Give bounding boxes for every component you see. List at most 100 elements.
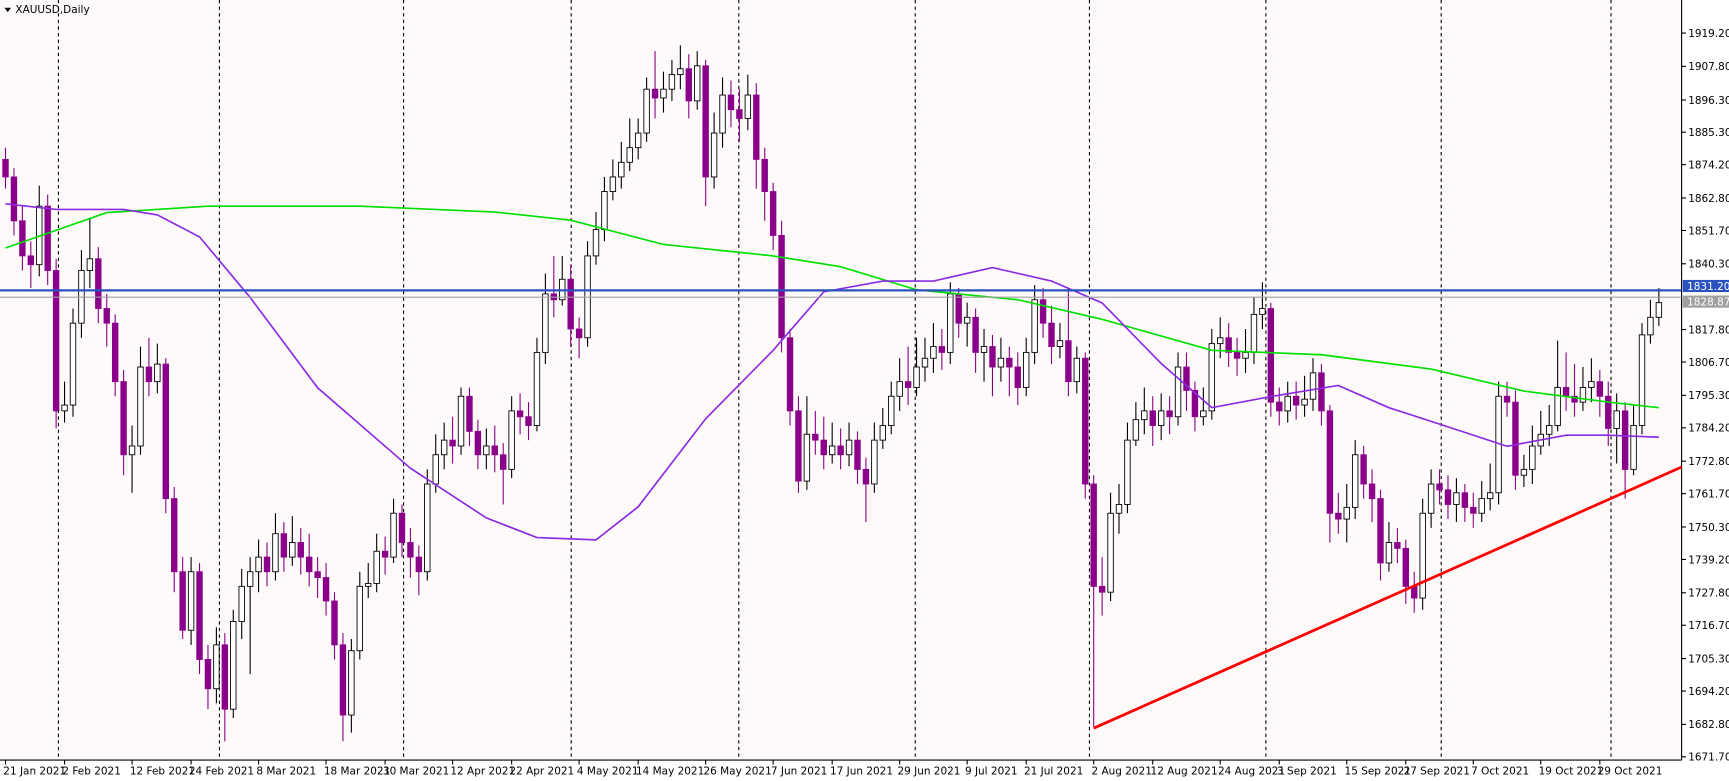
candle-body (1242, 351, 1249, 359)
candle-body (238, 585, 245, 622)
candle-body (972, 316, 979, 353)
candle-body (1377, 498, 1384, 564)
candle-body (727, 94, 735, 111)
candle-body (812, 433, 819, 441)
candle-body (997, 357, 1005, 368)
y-tick-label: 1784.20 (1688, 423, 1729, 435)
candle-body (204, 659, 212, 690)
candle-body (1647, 316, 1654, 336)
candle-body (626, 147, 633, 163)
candle-body (1351, 454, 1359, 508)
y-tick-label: 1694.20 (1688, 686, 1729, 698)
candle-body (69, 322, 77, 406)
candle-body (1655, 302, 1663, 318)
candle-body (111, 322, 119, 383)
candle-body (618, 161, 625, 178)
candle-body (1217, 337, 1224, 345)
candle-body (1562, 387, 1570, 397)
candle-body (1292, 395, 1300, 406)
x-tick-label: 26 May 2021 (703, 765, 771, 777)
candle-body (1149, 410, 1156, 426)
candle-body (516, 410, 524, 418)
candle-body (1200, 410, 1207, 418)
candle-body (187, 571, 195, 631)
candle-body (263, 556, 271, 573)
candle-body (1208, 343, 1215, 412)
candle-body (1048, 322, 1055, 347)
candle-body (1427, 483, 1435, 514)
plot-area (0, 0, 1682, 760)
candle-body (1621, 410, 1629, 470)
candle-body (862, 468, 870, 485)
candle-body (1368, 483, 1376, 500)
candle-body (879, 425, 887, 441)
x-tick-label: 7 Jun 2021 (771, 765, 827, 777)
candle-body (407, 542, 414, 558)
candle-body (246, 571, 254, 587)
candle-body (761, 158, 768, 192)
price-label-box (1682, 279, 1729, 293)
y-tick-label: 1907.80 (1688, 61, 1729, 73)
y-tick-label: 1817.80 (1688, 324, 1729, 336)
candle-body (457, 395, 465, 447)
candle-body (601, 191, 608, 231)
candle-body (744, 94, 752, 119)
candle-body (1630, 425, 1637, 470)
x-tick-label: 12 Aug 2021 (1151, 765, 1218, 777)
candle-body (1301, 398, 1308, 406)
x-tick-label: 12 Apr 2021 (450, 765, 515, 777)
candle-body (1124, 439, 1131, 505)
candle-body (415, 556, 423, 573)
candle-body (52, 270, 60, 412)
candle-body (1098, 585, 1106, 593)
candle-body (634, 132, 642, 149)
y-tick-label: 1716.70 (1688, 620, 1729, 632)
menu-triangle[interactable] (4, 7, 12, 13)
candle-body (1082, 357, 1089, 485)
y-tick-label: 1739.20 (1688, 554, 1729, 566)
candle-body (660, 88, 667, 99)
x-tick-label: 27 Sep 2021 (1404, 765, 1470, 777)
candle-body (1436, 483, 1443, 491)
indicator-line (5, 203, 1659, 541)
x-tick-label: 4 May 2021 (577, 765, 639, 777)
candle-body (1394, 542, 1401, 549)
candle-body (542, 293, 549, 353)
candle-body (947, 293, 954, 353)
candle-body (1335, 512, 1342, 520)
candle-body (381, 550, 389, 558)
candle-body (1039, 299, 1047, 324)
candle-body (1613, 410, 1620, 429)
candle-body (10, 176, 18, 222)
candle-body (1276, 401, 1283, 412)
candle-body (1166, 410, 1173, 418)
candle-body (1250, 313, 1258, 353)
candle-body (1073, 357, 1081, 383)
candle-body (1453, 492, 1460, 505)
y-tick-label: 1761.70 (1688, 489, 1729, 501)
candle-body (963, 316, 971, 324)
candle-body (753, 94, 760, 160)
candle-body (1267, 308, 1275, 403)
candle-body (339, 644, 347, 716)
price-label: 1828.87 (1687, 296, 1729, 308)
candle-body (1419, 512, 1426, 599)
x-tick-label: 15 Sep 2021 (1345, 765, 1411, 777)
candle-body (280, 533, 288, 558)
candle-body (921, 357, 929, 368)
candle-body (154, 363, 161, 383)
x-tick-label: 8 Mar 2021 (256, 765, 316, 777)
candle-body (1554, 387, 1561, 426)
candle-body (120, 381, 127, 456)
candle-body (255, 556, 262, 573)
y-tick-label: 1851.70 (1688, 225, 1729, 237)
candle-body (1512, 401, 1519, 476)
candle-body (1360, 454, 1367, 485)
x-tick-label: 21 Jan 2021 (3, 765, 66, 777)
candle-body (828, 445, 836, 456)
candle-body (449, 439, 456, 447)
indicator-line (5, 205, 1659, 409)
candle-body (179, 571, 186, 631)
candle-body (1233, 351, 1241, 359)
